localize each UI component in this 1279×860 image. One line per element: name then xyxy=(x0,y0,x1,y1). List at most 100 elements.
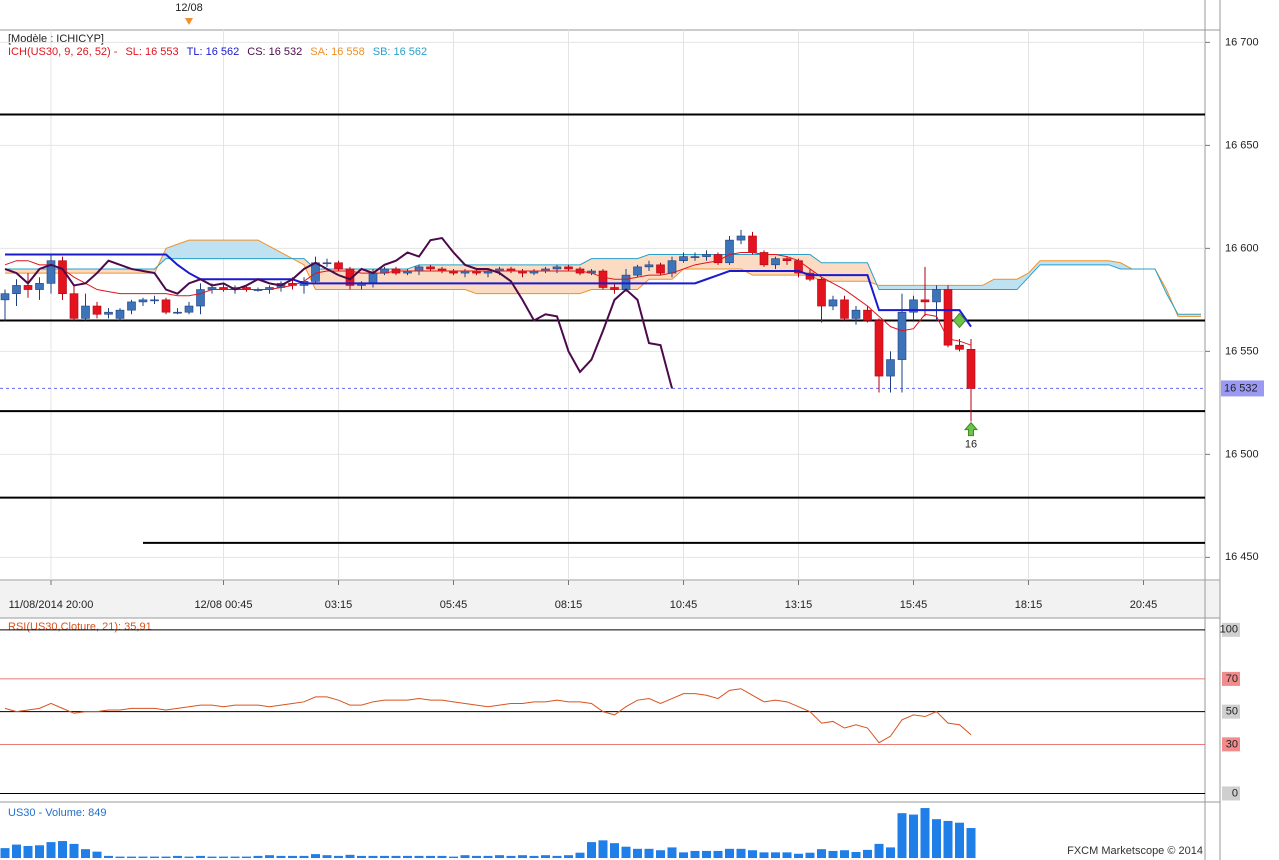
candle-body xyxy=(12,285,21,294)
legend-item: SA: 16 558 xyxy=(310,46,364,58)
legend-item: SB: 16 562 xyxy=(373,46,427,58)
cloud-fill xyxy=(1063,260,1075,265)
y-tick-label: 16 500 xyxy=(1225,448,1259,460)
cloud-fill xyxy=(695,254,707,269)
cloud-fill xyxy=(269,246,281,259)
cloud-fill xyxy=(902,285,914,290)
volume-bar xyxy=(35,845,44,858)
cloud-fill xyxy=(994,279,1006,290)
candle-body xyxy=(81,305,90,319)
candle-body xyxy=(46,260,56,284)
volume-bar xyxy=(518,855,527,858)
x-tick-label: 10:45 xyxy=(670,599,698,611)
volume-bar xyxy=(357,855,366,858)
rsi-tick-label: 50 xyxy=(1226,706,1238,718)
y-tick-label: 16 700 xyxy=(1225,36,1259,48)
candle-body xyxy=(828,299,838,307)
cloud-fill xyxy=(557,264,569,294)
cloud-fill xyxy=(890,285,902,290)
cloud-fill xyxy=(74,268,86,274)
candle-body xyxy=(886,359,895,377)
volume-bar xyxy=(253,855,263,858)
indicator-line xyxy=(4,236,673,389)
x-tick-label: 08:15 xyxy=(555,599,583,611)
senkou-a-line xyxy=(5,239,1201,317)
volume-bar xyxy=(150,856,159,858)
cloud-fill xyxy=(948,285,960,290)
cloud-fill xyxy=(1189,314,1201,317)
candle-body xyxy=(610,287,619,290)
legend-item: SL: 16 553 xyxy=(125,46,178,58)
volume-bar xyxy=(851,851,861,858)
volume-bar xyxy=(621,846,631,858)
volume-bar xyxy=(886,847,895,858)
volume-bar xyxy=(368,855,378,858)
cloud-fill xyxy=(959,285,971,290)
volume-bar xyxy=(299,855,309,858)
rsi-tick-label: 30 xyxy=(1226,738,1238,750)
volume-bar xyxy=(817,849,826,858)
candle-body xyxy=(782,258,792,262)
legend-item: TL: 16 562 xyxy=(187,46,240,58)
volume-bar xyxy=(748,850,757,858)
candle-body xyxy=(414,266,424,272)
cloud-fill xyxy=(16,268,28,274)
rsi-tick-box xyxy=(1222,622,1240,637)
model-label: [Modèle : ICHICYP] xyxy=(8,33,104,45)
cloud-fill xyxy=(971,285,983,290)
candle-body xyxy=(690,256,700,258)
cloud-fill xyxy=(580,258,592,294)
candle-body xyxy=(334,262,343,270)
volume-bar xyxy=(92,851,102,858)
volume-bar xyxy=(966,828,976,858)
volume-bar xyxy=(759,852,769,858)
day-marker-label: 12/08 xyxy=(175,2,203,14)
volume-bar xyxy=(667,847,677,858)
cloud-fill xyxy=(200,240,212,259)
volume-bar xyxy=(127,856,136,858)
candle-body xyxy=(633,266,642,276)
volume-bar xyxy=(472,855,481,858)
volume-bar xyxy=(23,845,33,858)
candle-body xyxy=(23,285,33,290)
volume-bar xyxy=(529,855,539,858)
candle-body xyxy=(805,272,815,280)
x-tick-label: 18:15 xyxy=(1015,599,1043,611)
cloud-fill xyxy=(235,240,247,259)
y-tick-label: 16 600 xyxy=(1225,242,1259,254)
candle-body xyxy=(817,278,826,307)
volume-bar xyxy=(932,819,941,858)
candle-body xyxy=(426,266,435,270)
candle-body xyxy=(184,305,194,313)
rsi-tick-box xyxy=(1222,671,1240,686)
volume-bar xyxy=(173,855,182,858)
volume-bar xyxy=(403,855,412,858)
volume-bar xyxy=(575,852,585,858)
candle-body xyxy=(736,235,746,241)
cloud-fill xyxy=(1017,273,1029,290)
legend-item: CS: 16 532 xyxy=(247,46,302,58)
cloud-fill xyxy=(833,262,845,282)
volume-bar xyxy=(138,856,148,858)
volume-bar xyxy=(552,855,562,858)
cloud-fill xyxy=(821,262,833,282)
candle-body xyxy=(943,289,953,346)
volume-bar xyxy=(81,849,90,858)
cloud-fill xyxy=(545,264,557,294)
candle-body xyxy=(127,301,136,311)
cloud-fill xyxy=(499,264,511,294)
rsi-line xyxy=(4,688,972,744)
volume-bar xyxy=(863,849,872,858)
volume-bar xyxy=(598,840,608,858)
volume-bar xyxy=(115,856,125,858)
volume-bar xyxy=(288,855,297,858)
volume-bar xyxy=(69,843,79,858)
candle-body xyxy=(0,293,10,301)
candle-body xyxy=(552,266,562,270)
volume-bar xyxy=(0,848,10,858)
volume-bar xyxy=(12,844,21,858)
volume-bar xyxy=(920,808,930,858)
y-tick-label: 16 450 xyxy=(1225,551,1259,563)
candle-body xyxy=(932,289,941,303)
